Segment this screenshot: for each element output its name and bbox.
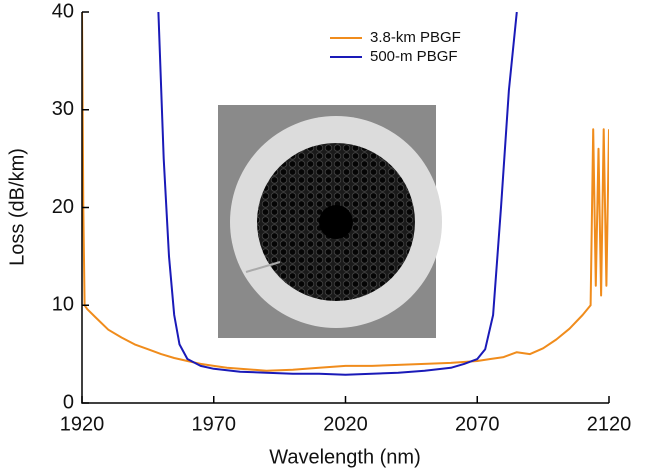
legend-label: 500-m PBGF <box>370 48 458 65</box>
x-tick-label: 2070 <box>455 413 500 435</box>
x-axis-label: Wavelength (nm) <box>269 446 421 468</box>
x-tick-label: 1920 <box>60 413 105 435</box>
series-line <box>157 12 518 376</box>
plot-area <box>82 12 609 376</box>
y-tick-label: 10 <box>52 294 74 316</box>
y-tick-label: 20 <box>52 196 74 218</box>
inset-image <box>218 105 442 338</box>
y-tick-label: 40 <box>52 0 74 22</box>
x-tick-label: 2120 <box>587 413 632 435</box>
x-tick-label: 2020 <box>323 413 368 435</box>
legend-label: 3.8-km PBGF <box>370 29 461 46</box>
y-tick-label: 0 <box>63 391 74 413</box>
series-line <box>82 12 609 372</box>
y-axis-label: Loss (dB/km) <box>6 148 28 266</box>
y-tick-label: 30 <box>52 98 74 120</box>
x-tick-label: 1970 <box>192 413 237 435</box>
